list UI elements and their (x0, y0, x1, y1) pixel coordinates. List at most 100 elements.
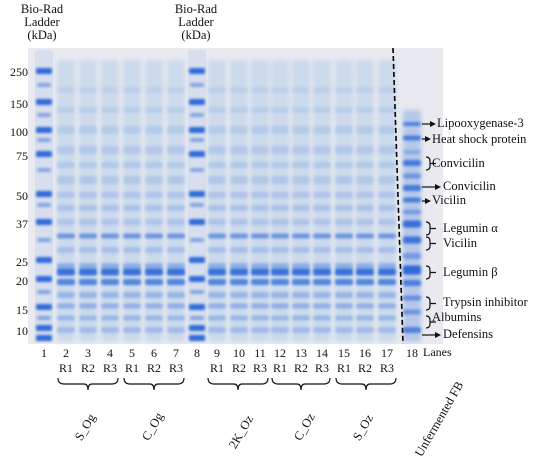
gel-band (123, 192, 141, 198)
ladder-header-left: Bio-Rad Ladder (kDa) (12, 3, 72, 42)
gel-band (335, 292, 353, 298)
gel-band (57, 87, 75, 93)
gel-band (167, 107, 185, 113)
gel-band (230, 205, 248, 211)
gel-band (167, 162, 185, 168)
gel-band (167, 268, 185, 276)
gel-band (101, 146, 119, 154)
gel-band (335, 219, 353, 225)
lane-number: 12 (274, 346, 286, 360)
gel-band (230, 233, 248, 239)
replicate-label: R2 (293, 361, 309, 375)
gel-band (36, 151, 52, 157)
gel-band (356, 162, 374, 168)
ladder-header-line: Ladder (24, 15, 60, 29)
lane-number: 11 (254, 346, 266, 360)
gel-band (37, 316, 51, 320)
gel-band (335, 279, 353, 285)
gel-band (378, 315, 396, 321)
gel-band (313, 107, 331, 113)
gel-band (271, 87, 289, 93)
gel-band (378, 107, 396, 113)
arrowhead-icon (425, 198, 431, 204)
gel-lane (101, 60, 119, 342)
lane-number: 15 (338, 346, 350, 360)
gel-band (123, 268, 141, 276)
mw-marker: 37 (16, 217, 28, 231)
gel-band (335, 303, 353, 309)
gel-band (292, 303, 310, 309)
gel-band (230, 263, 248, 269)
gel-band (230, 146, 248, 154)
gel-band (378, 126, 396, 134)
gel-band (292, 146, 310, 154)
gel-band (79, 327, 97, 333)
gel-band (189, 304, 205, 310)
gel-band (101, 292, 119, 298)
gel-lane (292, 60, 310, 342)
protein-label: Defensins (443, 327, 493, 341)
gel-band (378, 176, 396, 184)
gel-band (292, 126, 310, 134)
gel-band (101, 107, 119, 113)
ladder-header-line: (kDa) (27, 28, 57, 42)
protein-label: Trypsin inhibitor (443, 295, 528, 309)
gel-band (378, 205, 396, 211)
lane-number: 18 (406, 346, 418, 360)
gel-band (356, 268, 374, 276)
gel-band (335, 263, 353, 269)
gel-band (79, 292, 97, 298)
gel-band (101, 263, 119, 269)
gel-band (208, 176, 226, 184)
gel-band (57, 233, 75, 239)
gel-band (57, 192, 75, 198)
gel-band (251, 176, 269, 184)
lane-number: 8 (194, 346, 200, 360)
gel-band (335, 192, 353, 198)
gel-band (251, 247, 269, 253)
gel-band (37, 168, 51, 172)
gel-band (378, 233, 396, 239)
gel-band (230, 327, 248, 333)
mw-marker: 25 (16, 255, 28, 269)
gel-band (335, 247, 353, 253)
gel-band (167, 146, 185, 154)
gel-band (36, 335, 52, 341)
gel-band (167, 327, 185, 333)
replicate-label: R3 (102, 361, 118, 375)
gel-band (271, 192, 289, 198)
gel-band (145, 263, 163, 269)
gel-band (378, 60, 396, 342)
gel-band (335, 315, 353, 321)
gel-band (101, 126, 119, 134)
group-bracket (335, 377, 397, 391)
gel-band (123, 162, 141, 168)
gel-band (190, 203, 204, 207)
gel-band (123, 219, 141, 225)
gel-band (313, 292, 331, 298)
gel-band (123, 327, 141, 333)
gel-band (251, 87, 269, 93)
separator-dashed-line (392, 47, 404, 345)
gel-band (292, 233, 310, 239)
protein-bracket (425, 236, 436, 251)
gel-band (101, 219, 119, 225)
gel-band (79, 233, 97, 239)
gel-band (378, 87, 396, 93)
gel-band (145, 87, 163, 93)
gel-band (230, 292, 248, 298)
gel-band (37, 138, 51, 142)
gel-band (271, 263, 289, 269)
gel-band (356, 176, 374, 184)
mw-marker: 75 (16, 149, 28, 163)
replicate-label: R1 (124, 361, 140, 375)
gel-band (208, 268, 226, 276)
gel-band (292, 205, 310, 211)
gel-band (313, 279, 331, 285)
gel-lane (335, 60, 353, 342)
lane-number: 3 (85, 346, 91, 360)
protein-bracket (425, 265, 436, 280)
gel-band (36, 68, 52, 74)
gel-band (167, 247, 185, 253)
gel-band (37, 83, 51, 87)
